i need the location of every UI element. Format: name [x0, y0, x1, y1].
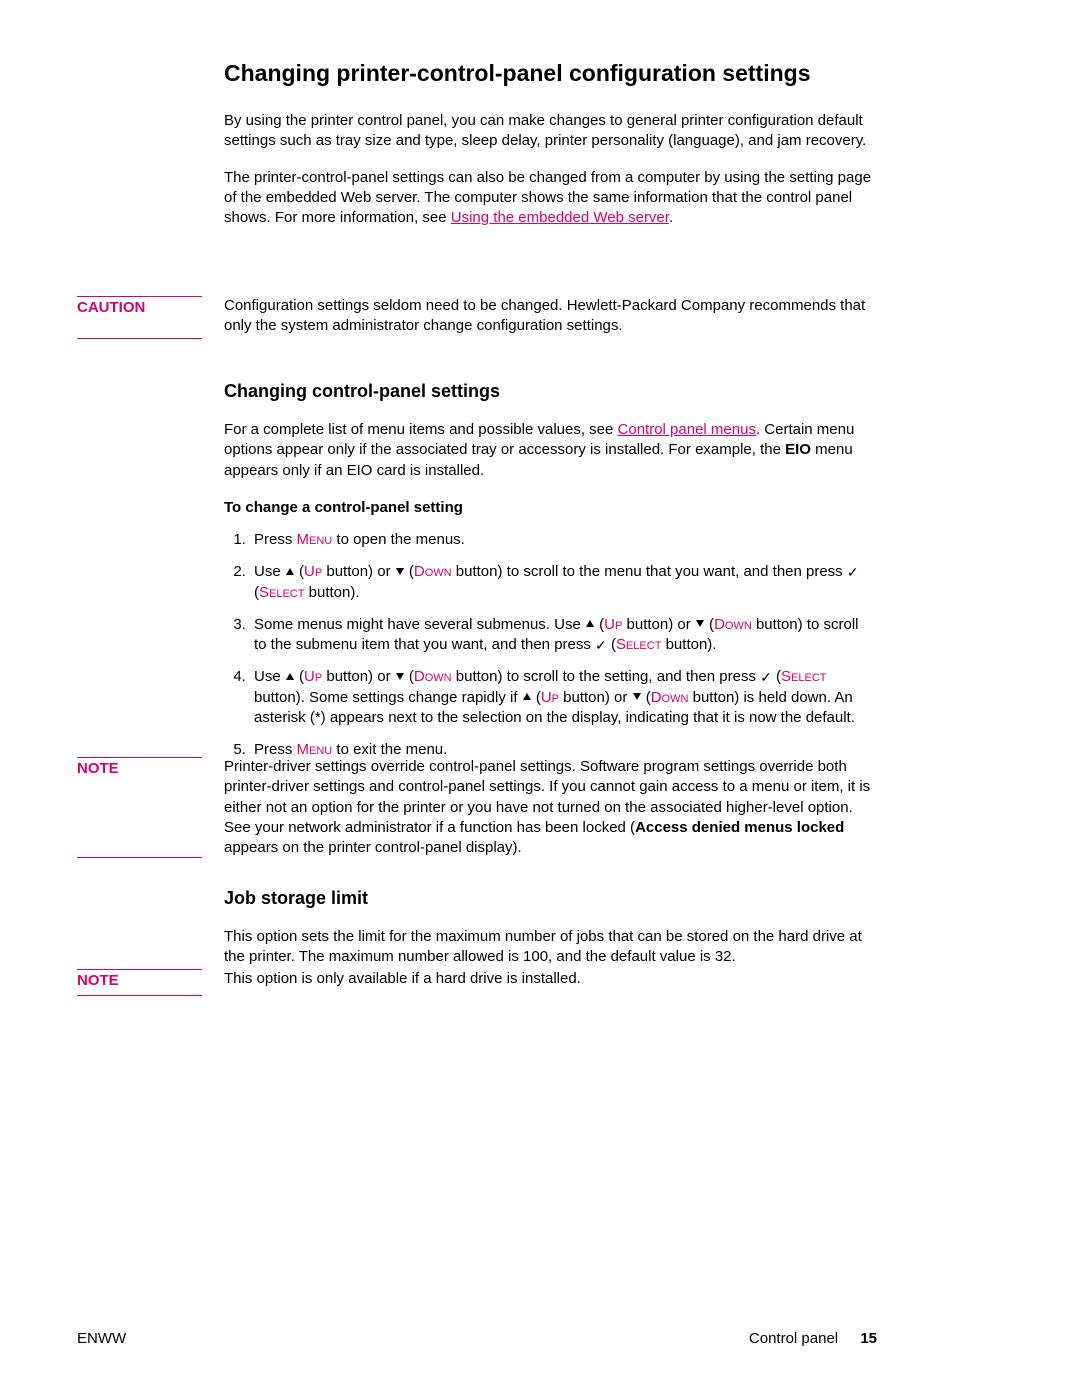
step3-a: Some menus might have several submenus. … [254, 616, 585, 633]
step-1: Press Menu to open the menus. [250, 530, 874, 550]
page-title: Changing printer-control-panel configura… [224, 60, 874, 87]
down-button-text: Down [414, 563, 452, 580]
up-arrow-icon [286, 568, 294, 575]
step2-a: Use [254, 563, 285, 580]
section2-text-a: For a complete list of menu items and po… [224, 421, 618, 438]
up-button-text: Up [304, 563, 322, 580]
step5-b: to exit the menu. [332, 741, 447, 758]
callout-rule-bottom [77, 995, 202, 996]
note1-bold: Access denied menus locked [635, 819, 844, 836]
footer-right: Control panel 15 [749, 1330, 877, 1347]
note2-label: NOTE [77, 970, 202, 995]
up-button-text: Up [604, 616, 622, 633]
step4-e: button) or [559, 689, 632, 706]
check-icon: ✓ [595, 636, 607, 655]
check-icon: ✓ [847, 563, 859, 582]
up-button-text: Up [541, 689, 559, 706]
menu-button-text: Menu [297, 741, 333, 758]
step-4: Use (Up button) or (Down button) to scro… [250, 667, 874, 728]
caution-label: CAUTION [77, 297, 202, 338]
intro-paragraph-2: The printer-control-panel settings can a… [224, 168, 874, 229]
note2-label-block: NOTE [77, 969, 202, 996]
steps-heading: To change a control-panel setting [224, 499, 874, 516]
caution-label-block: CAUTION [77, 296, 202, 339]
down-button-text: Down [714, 616, 752, 633]
down-arrow-icon [396, 568, 404, 575]
callout-rule-bottom [77, 338, 202, 339]
page-number: 15 [860, 1330, 877, 1347]
step-3: Some menus might have several submenus. … [250, 615, 874, 656]
step1-a: Press [254, 531, 297, 548]
section2-paragraph: For a complete list of menu items and po… [224, 420, 874, 481]
intro2-text-b: . [669, 209, 673, 226]
step1-b: to open the menus. [332, 531, 465, 548]
select-button-text: Select [616, 636, 661, 653]
down-arrow-icon [696, 620, 704, 627]
up-arrow-icon [286, 673, 294, 680]
up-button-text: Up [304, 668, 322, 685]
step4-a: Use [254, 668, 285, 685]
up-arrow-icon [586, 620, 594, 627]
step5-a: Press [254, 741, 297, 758]
step3-b: button) or [622, 616, 695, 633]
note1-text-b: appears on the printer control-panel dis… [224, 839, 522, 856]
embedded-web-server-link[interactable]: Using the embedded Web server [451, 209, 669, 226]
note2-text: This option is only available if a hard … [224, 969, 874, 989]
intro-paragraph-1: By using the printer control panel, you … [224, 111, 874, 152]
step4-d: button). Some settings change rapidly if [254, 689, 522, 706]
select-button-text: Select [781, 668, 826, 685]
check-icon: ✓ [760, 668, 772, 687]
section-job-storage-limit: Job storage limit [224, 888, 874, 909]
down-button-text: Down [651, 689, 689, 706]
control-panel-menus-link[interactable]: Control panel menus [618, 421, 756, 438]
section2-bold: EIO [785, 441, 811, 458]
step2-d: button). [304, 584, 359, 601]
footer-left: ENWW [77, 1330, 126, 1347]
menu-button-text: Menu [297, 531, 333, 548]
step4-c: button) to scroll to the setting, and th… [452, 668, 761, 685]
note1-label: NOTE [77, 758, 202, 857]
up-arrow-icon [523, 693, 531, 700]
caution-text: Configuration settings seldom need to be… [224, 296, 874, 337]
down-arrow-icon [633, 693, 641, 700]
down-button-text: Down [414, 668, 452, 685]
note1-text: Printer-driver settings override control… [224, 757, 874, 858]
section3-paragraph: This option sets the limit for the maxim… [224, 927, 874, 968]
footer-section-label: Control panel [749, 1330, 838, 1347]
step3-d: button). [661, 636, 716, 653]
section-changing-control-panel-settings: Changing control-panel settings [224, 381, 874, 402]
step-2: Use (Up button) or (Down button) to scro… [250, 562, 874, 603]
step4-b: button) or [322, 668, 395, 685]
select-button-text: Select [259, 584, 304, 601]
step2-b: button) or [322, 563, 395, 580]
step2-c: button) to scroll to the menu that you w… [452, 563, 847, 580]
steps-list: Press Menu to open the menus. Use (Up bu… [224, 530, 874, 760]
down-arrow-icon [396, 673, 404, 680]
callout-rule-bottom [77, 857, 202, 858]
note1-label-block: NOTE [77, 757, 202, 858]
